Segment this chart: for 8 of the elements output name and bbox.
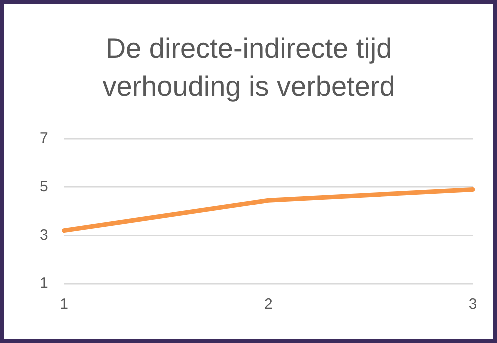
x-tick-label: 2 — [264, 296, 273, 314]
y-tick-label: 1 — [40, 275, 48, 292]
y-tick-label: 7 — [40, 130, 48, 148]
y-tick-label: 3 — [40, 226, 48, 244]
y-tick-label: 5 — [40, 178, 48, 196]
x-tick-label: 1 — [60, 296, 69, 314]
chart-title: De directe-indirecte tijd verhouding is verbeterd — [102, 32, 396, 104]
x-tick-label: 3 — [468, 296, 478, 314]
